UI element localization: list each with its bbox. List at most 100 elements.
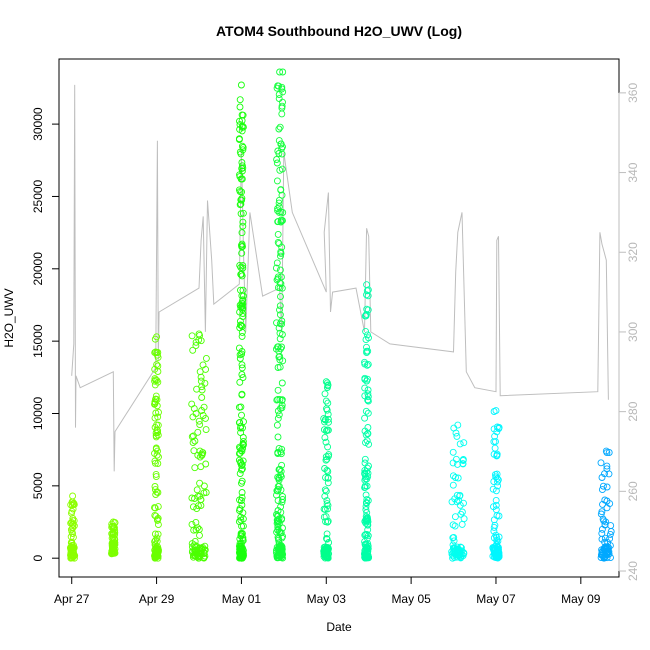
scatter-point xyxy=(151,530,159,538)
scatter-point xyxy=(274,386,282,394)
scatter-point xyxy=(237,546,245,554)
scatter-point xyxy=(364,331,371,339)
scatter-point xyxy=(111,539,119,547)
scatter-series-10 xyxy=(597,447,615,562)
scatter-point xyxy=(278,165,286,173)
scatter-point xyxy=(364,386,372,394)
scatter-point xyxy=(238,196,246,204)
scatter-point xyxy=(321,492,329,500)
scatter-point xyxy=(202,426,210,434)
scatter-point xyxy=(274,533,282,541)
scatter-point xyxy=(365,553,373,561)
scatter-point xyxy=(323,543,331,551)
scatter-point xyxy=(450,537,458,545)
scatter-point xyxy=(239,441,247,449)
scatter-point xyxy=(189,503,197,511)
scatter-point xyxy=(276,302,284,310)
scatter-point xyxy=(365,462,372,470)
scatter-point xyxy=(188,400,196,408)
scatter-point xyxy=(236,188,244,196)
scatter-point xyxy=(236,419,244,426)
scatter-point xyxy=(235,136,243,143)
scatter-point xyxy=(238,162,246,170)
scatter-point xyxy=(236,355,244,362)
x-tick-label: May 07 xyxy=(476,592,516,606)
scatter-point xyxy=(276,266,284,274)
scatter-point xyxy=(363,437,371,445)
x-tick-label: Apr 29 xyxy=(139,592,175,606)
scatter-point xyxy=(153,421,161,429)
scatter-series-6 xyxy=(320,378,333,562)
scatter-point xyxy=(457,510,465,518)
scatter-point xyxy=(274,230,282,238)
scatter-point xyxy=(198,407,206,414)
scatter-point xyxy=(195,330,203,338)
scatter-point xyxy=(151,381,159,389)
scatter-point xyxy=(189,413,197,421)
scatter-point xyxy=(599,500,606,508)
scatter-point xyxy=(151,504,158,512)
scatter-point xyxy=(278,145,286,153)
scatter-point xyxy=(277,345,285,353)
scatter-point xyxy=(273,156,281,163)
scatter-point xyxy=(273,396,281,404)
scatter-point xyxy=(603,462,611,470)
scatter-point xyxy=(152,473,160,481)
scatter-point xyxy=(154,516,161,524)
scatter-point xyxy=(275,353,283,361)
scatter-point xyxy=(277,280,285,288)
scatter-point xyxy=(238,332,246,340)
scatter-point xyxy=(320,505,328,513)
secondary-line-series xyxy=(71,84,609,472)
line-series-layer xyxy=(71,84,609,472)
scatter-point xyxy=(237,554,245,562)
scatter-point xyxy=(279,88,287,96)
scatter-point xyxy=(363,496,371,504)
scatter-point xyxy=(239,286,247,294)
scatter-point xyxy=(451,522,459,530)
scatter-point xyxy=(197,463,205,471)
scatter-point xyxy=(111,531,119,539)
scatter-point xyxy=(361,384,369,392)
scatter-point xyxy=(449,481,457,489)
scatter-point xyxy=(196,479,204,487)
scatter-point xyxy=(323,497,331,505)
scatter-series-2 xyxy=(151,333,162,562)
scatter-point xyxy=(364,393,372,401)
scatter-point xyxy=(598,486,606,494)
scatter-point xyxy=(454,421,462,429)
scatter-point xyxy=(238,371,246,378)
scatter-point xyxy=(155,453,162,461)
scatter-point xyxy=(277,543,285,551)
scatter-point xyxy=(155,408,162,416)
scatter-point xyxy=(449,521,457,529)
scatter-point xyxy=(363,499,371,507)
scatter-point xyxy=(273,421,281,429)
scatter-point xyxy=(276,395,284,403)
scatter-point xyxy=(322,378,330,386)
scatter-point xyxy=(238,465,246,473)
y2-tick-label: 320 xyxy=(626,242,640,262)
scatter-point xyxy=(363,343,370,351)
scatter-point xyxy=(278,404,286,412)
scatter-point xyxy=(198,450,206,458)
scatter-point xyxy=(199,361,207,369)
scatter-point xyxy=(495,425,503,432)
scatter-point xyxy=(324,382,332,390)
scatter-point xyxy=(237,544,245,552)
scatter-point xyxy=(239,262,247,270)
scatter-point xyxy=(491,545,499,553)
scatter-point xyxy=(239,310,247,317)
scatter-point xyxy=(323,535,330,542)
scatter-point xyxy=(238,361,246,369)
y2-tick-label: 260 xyxy=(626,481,640,501)
y-axis-right: 240 260 280 300 320 340 360 xyxy=(618,83,640,581)
scatter-point xyxy=(238,175,246,183)
scatter-point xyxy=(239,209,247,217)
scatter-point xyxy=(236,96,244,104)
scatter-point xyxy=(363,349,371,357)
scatter-point xyxy=(152,409,160,417)
scatter-point xyxy=(277,216,285,224)
scatter-point xyxy=(194,524,202,532)
scatter-point xyxy=(238,159,246,166)
